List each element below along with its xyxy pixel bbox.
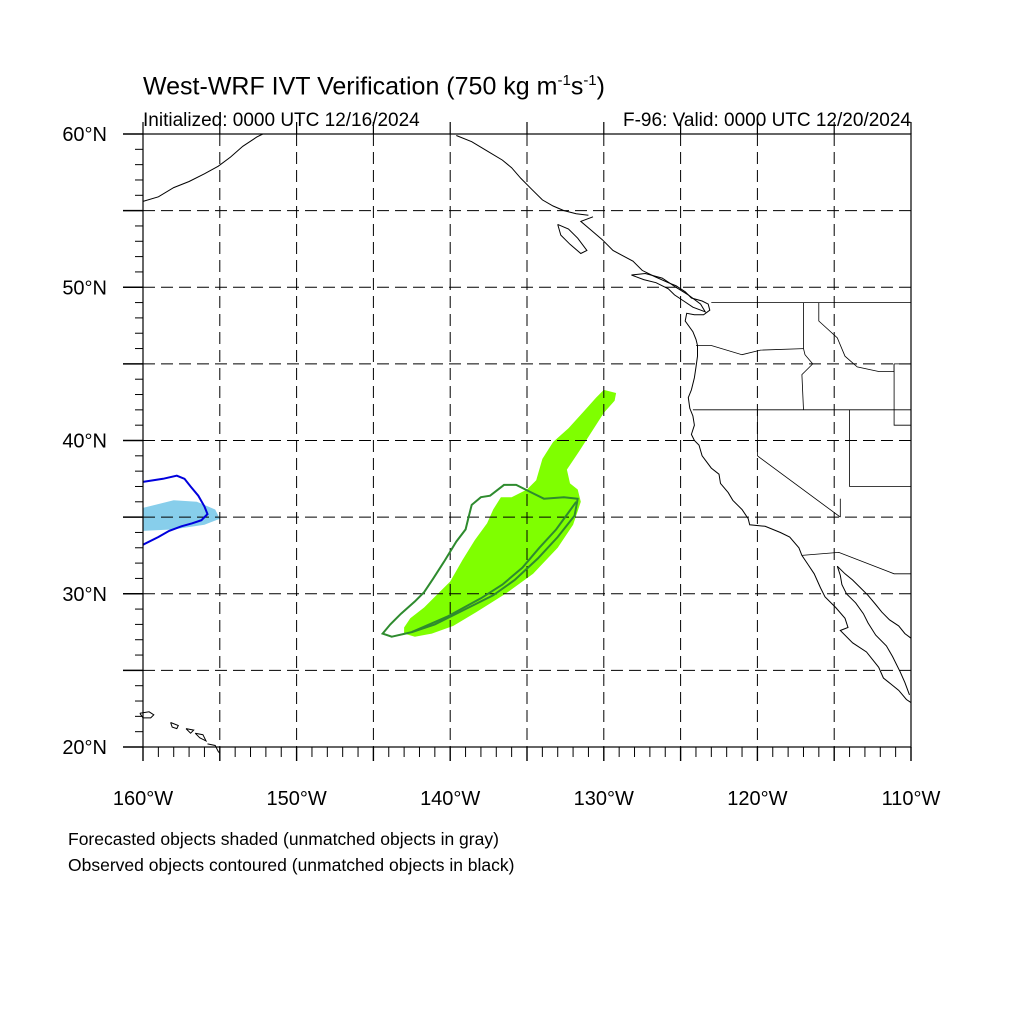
coastline-vancouver-island — [631, 272, 707, 313]
observed-object-green-contour — [380, 483, 579, 638]
lat-label: 60°N — [62, 124, 107, 146]
border-id-wa — [801, 302, 814, 410]
observed-object-green-inner-contour — [411, 501, 578, 634]
axis-labels-layer: 60°N 50°N 40°N 30°N 20°N 160°W 150°W 140°W 130°W… — [62, 124, 940, 810]
lon-label: 160°W — [113, 788, 173, 810]
border-wy-ut — [893, 363, 911, 426]
coastline-hawaii-4 — [194, 732, 208, 743]
observed-note: Observed objects contoured (unmatched ob… — [68, 855, 515, 875]
lon-label: 120°W — [727, 788, 787, 810]
border-us-mexico — [801, 551, 911, 575]
lon-label: 130°W — [574, 788, 634, 810]
coastline-hawaii-3 — [185, 728, 195, 734]
title-exp2: -1 — [583, 72, 597, 89]
coastline-alaska-panhandle — [456, 135, 589, 216]
forecast-objects-layer — [143, 389, 617, 637]
title-exp1: -1 — [557, 72, 571, 89]
coastline-north-america-west — [579, 216, 912, 704]
forecast-object-green — [404, 389, 617, 637]
lon-label: 150°W — [266, 788, 326, 810]
coastline-baja-mainland — [836, 565, 912, 639]
init-label: Initialized: 0000 UTC 12/16/2024 — [143, 110, 420, 131]
border-id-mt — [818, 302, 895, 372]
legend-notes: Forecasted objects shaded (unmatched obj… — [68, 826, 515, 878]
map-title: West-WRF IVT Verification (750 kg m-1s-1… — [143, 72, 605, 101]
observed-objects-layer — [142, 474, 579, 638]
title-main: West-WRF IVT Verification (750 kg m — [143, 72, 558, 101]
title-end: ) — [596, 72, 605, 101]
lat-label: 20°N — [62, 737, 107, 759]
coastline-alaska-west — [142, 133, 264, 202]
tick-layer — [123, 122, 912, 761]
coastline-hawaii-2 — [170, 722, 179, 730]
lon-label: 110°W — [882, 788, 941, 810]
lat-label: 40°N — [62, 431, 107, 453]
coastline-hawaii-5 — [207, 743, 221, 754]
observed-object-blue-contour — [142, 474, 209, 546]
grid-layer — [143, 134, 911, 747]
border-or-wa — [696, 345, 804, 356]
border-nv-ca — [757, 409, 841, 518]
lat-label: 50°N — [62, 277, 107, 299]
forecast-object-blue — [143, 500, 220, 531]
coastline-haida-gwaii — [557, 223, 588, 255]
coastline-hawaii-1 — [139, 711, 155, 719]
valid-label: F-96: Valid: 0000 UTC 12/20/2024 — [623, 110, 911, 131]
border-ut-nv — [849, 409, 911, 487]
lat-label: 30°N — [62, 584, 107, 606]
lon-label: 140°W — [420, 788, 480, 810]
coastline-gulf-ca-west — [836, 566, 910, 696]
forecast-note: Forecasted objects shaded (unmatched obj… — [68, 829, 499, 849]
title-mid: s — [570, 72, 584, 101]
coastline-layer — [139, 133, 912, 754]
